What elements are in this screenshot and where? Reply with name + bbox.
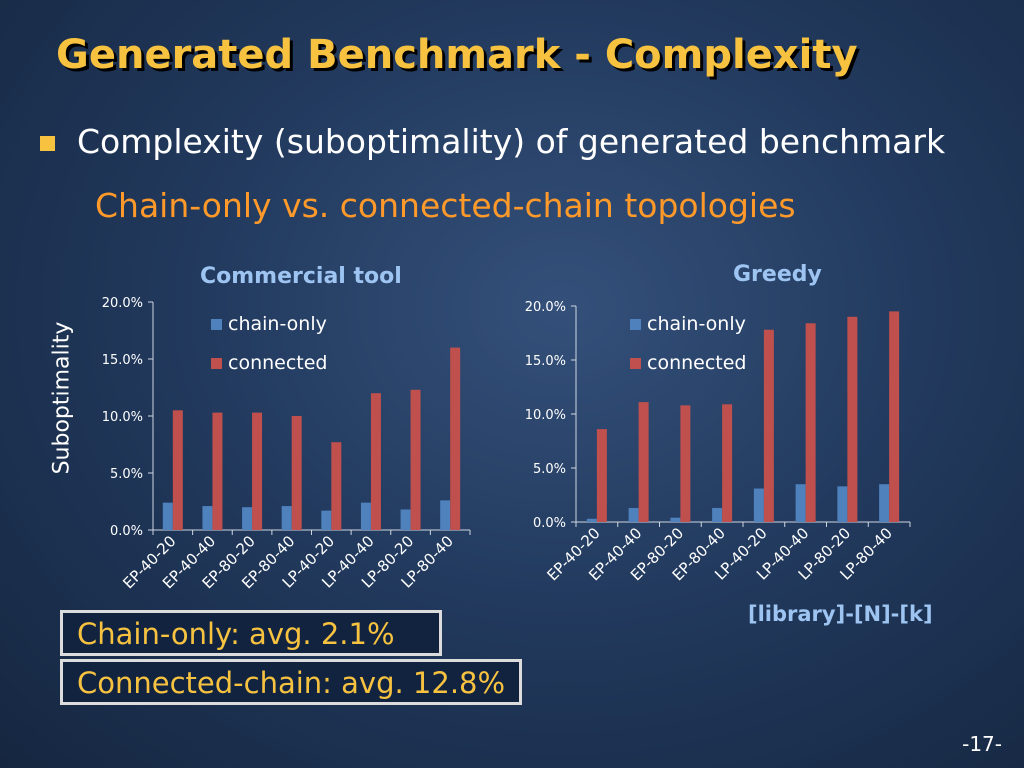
- bar-chain-only: [400, 509, 411, 530]
- sub-bullet-text: Chain-only vs. connected-chain topologie…: [95, 186, 796, 225]
- chart-title-commercial: Commercial tool: [200, 264, 402, 289]
- bar-chain-only: [202, 506, 213, 530]
- legend-label: chain-only: [647, 313, 746, 335]
- y-tick-label: 5.0%: [110, 467, 143, 482]
- bar-chain-only: [712, 507, 723, 522]
- legend-swatch: [630, 319, 641, 330]
- summary-box-connected: Connected-chain: avg. 12.8%: [60, 659, 523, 705]
- bar-connected: [410, 389, 421, 530]
- bar-connected: [680, 405, 691, 522]
- y-tick-label: 20.0%: [525, 300, 566, 315]
- bar-chain-only: [753, 488, 764, 522]
- bar-chain-only: [162, 502, 173, 530]
- slide-title: Generated Benchmark - Complexity: [56, 32, 858, 78]
- chart-commercial: 0.0%5.0%10.0%15.0%20.0%EP-40-20EP-40-40E…: [102, 296, 471, 592]
- y-tick-label: 10.0%: [525, 408, 566, 423]
- legend-swatch: [211, 319, 222, 330]
- bar-connected: [450, 347, 461, 530]
- bar-connected: [252, 412, 263, 530]
- bar-connected: [889, 311, 900, 522]
- y-tick-label: 15.0%: [102, 353, 143, 368]
- legend-label: connected: [228, 352, 328, 374]
- legend-label: chain-only: [228, 313, 327, 335]
- chart-title-greedy: Greedy: [733, 262, 822, 287]
- chart-greedy: 0.0%5.0%10.0%15.0%20.0%EP-40-20EP-40-40E…: [525, 300, 911, 584]
- y-tick-label: 20.0%: [102, 296, 143, 311]
- bar-chain-only: [360, 502, 371, 530]
- y-tick-label: 10.0%: [102, 410, 143, 425]
- bar-connected: [805, 323, 816, 522]
- bar-chain-only: [242, 507, 253, 530]
- bullet-text: Complexity (suboptimality) of generated …: [77, 122, 946, 161]
- y-tick-label: 5.0%: [533, 462, 566, 477]
- y-tick-label: 0.0%: [533, 516, 566, 531]
- bar-connected: [212, 412, 223, 530]
- bar-chain-only: [628, 507, 639, 522]
- bar-connected: [172, 410, 183, 530]
- summary-chain-text: Chain-only: avg. 2.1%: [77, 617, 395, 651]
- bar-chain-only: [837, 486, 848, 522]
- bar-connected: [638, 402, 649, 522]
- summary-box-chain: Chain-only: avg. 2.1%: [60, 610, 442, 656]
- bar-chain-only: [281, 506, 292, 530]
- bar-connected: [370, 393, 381, 530]
- bar-chain-only: [879, 484, 890, 522]
- bar-chain-only: [586, 518, 597, 522]
- bar-chain-only: [440, 500, 451, 530]
- bar-chain-only: [795, 484, 806, 522]
- legend-swatch: [211, 358, 222, 369]
- x-axis-note: [library]-[N]-[k]: [748, 602, 933, 626]
- page-number: -17-: [962, 732, 1002, 756]
- square-bullet-icon: [40, 136, 55, 151]
- legend-label: connected: [647, 352, 747, 374]
- bar-connected: [847, 316, 858, 522]
- bar-connected: [331, 442, 342, 530]
- summary-connected-text: Connected-chain: avg. 12.8%: [77, 666, 506, 700]
- y-tick-label: 15.0%: [525, 354, 566, 369]
- bar-connected: [763, 329, 774, 522]
- bar-chain-only: [670, 517, 681, 522]
- legend-swatch: [630, 358, 641, 369]
- bar-chain-only: [321, 510, 332, 530]
- bar-connected: [291, 416, 302, 530]
- y-axis-label: Suboptimality: [49, 321, 75, 475]
- bullet-item: Complexity (suboptimality) of generated …: [40, 122, 945, 161]
- bar-connected: [596, 429, 607, 522]
- y-tick-label: 0.0%: [110, 524, 143, 539]
- bar-connected: [722, 404, 733, 522]
